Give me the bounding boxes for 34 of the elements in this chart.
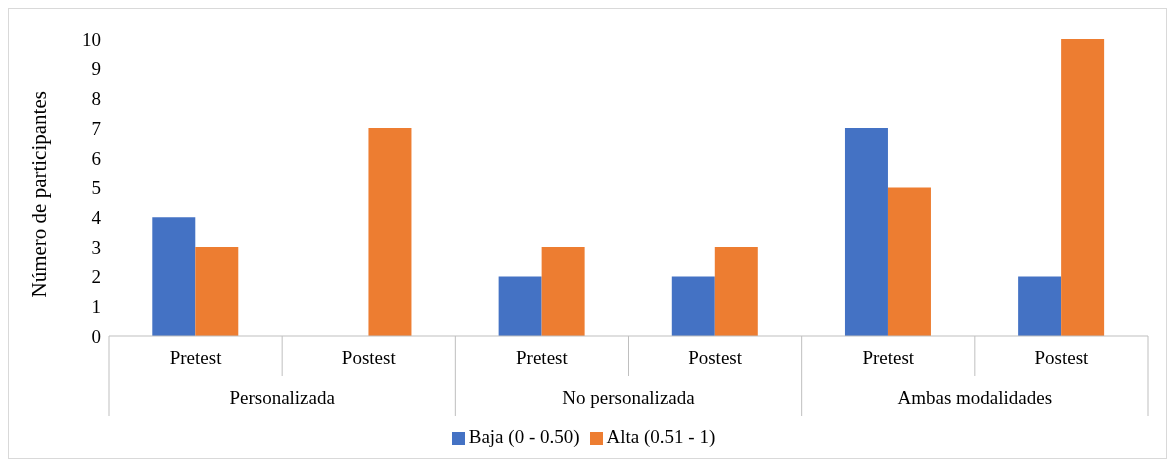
x-tick-label: Pretest [516, 347, 569, 368]
y-tick-label: 2 [91, 266, 101, 288]
legend-label: Baja (0 - 0.50) [468, 426, 580, 447]
bar [1018, 276, 1062, 336]
text: Ambas modalidades [897, 387, 1053, 408]
text: Personalizada [229, 387, 336, 408]
text: No personalizada [562, 387, 696, 408]
legend-label: Alta (0.51 - 1) [606, 426, 716, 447]
y-tick-label: 1 [91, 296, 101, 318]
bar [714, 246, 758, 336]
y-tick-label: 5 [91, 177, 101, 199]
y-tick-label: 6 [91, 147, 101, 169]
bar [152, 217, 196, 336]
y-tick-label: 9 [91, 58, 101, 80]
bar [671, 276, 715, 336]
y-tick-label: 4 [91, 206, 102, 228]
bar [498, 276, 542, 336]
x-tick-label: Postest [1034, 347, 1090, 368]
y-tick-label: 7 [91, 117, 101, 139]
x-tick-label: Postest [688, 347, 743, 368]
y-tick-label: 10 [82, 28, 101, 50]
bar [541, 246, 585, 336]
y-axis-title: Número de participantes [27, 91, 52, 298]
x-tick-label: Postest [341, 347, 397, 368]
y-tick-label: 0 [91, 325, 101, 347]
y-tick-label: 3 [91, 236, 101, 258]
bar [368, 128, 412, 336]
x-tick-label: Pretest [169, 347, 223, 368]
x-tick-label: Pretest [862, 347, 915, 368]
bar [887, 187, 931, 336]
bar [1061, 39, 1105, 336]
bar [195, 246, 239, 336]
bar [844, 128, 888, 336]
y-tick-label: 8 [91, 88, 101, 110]
